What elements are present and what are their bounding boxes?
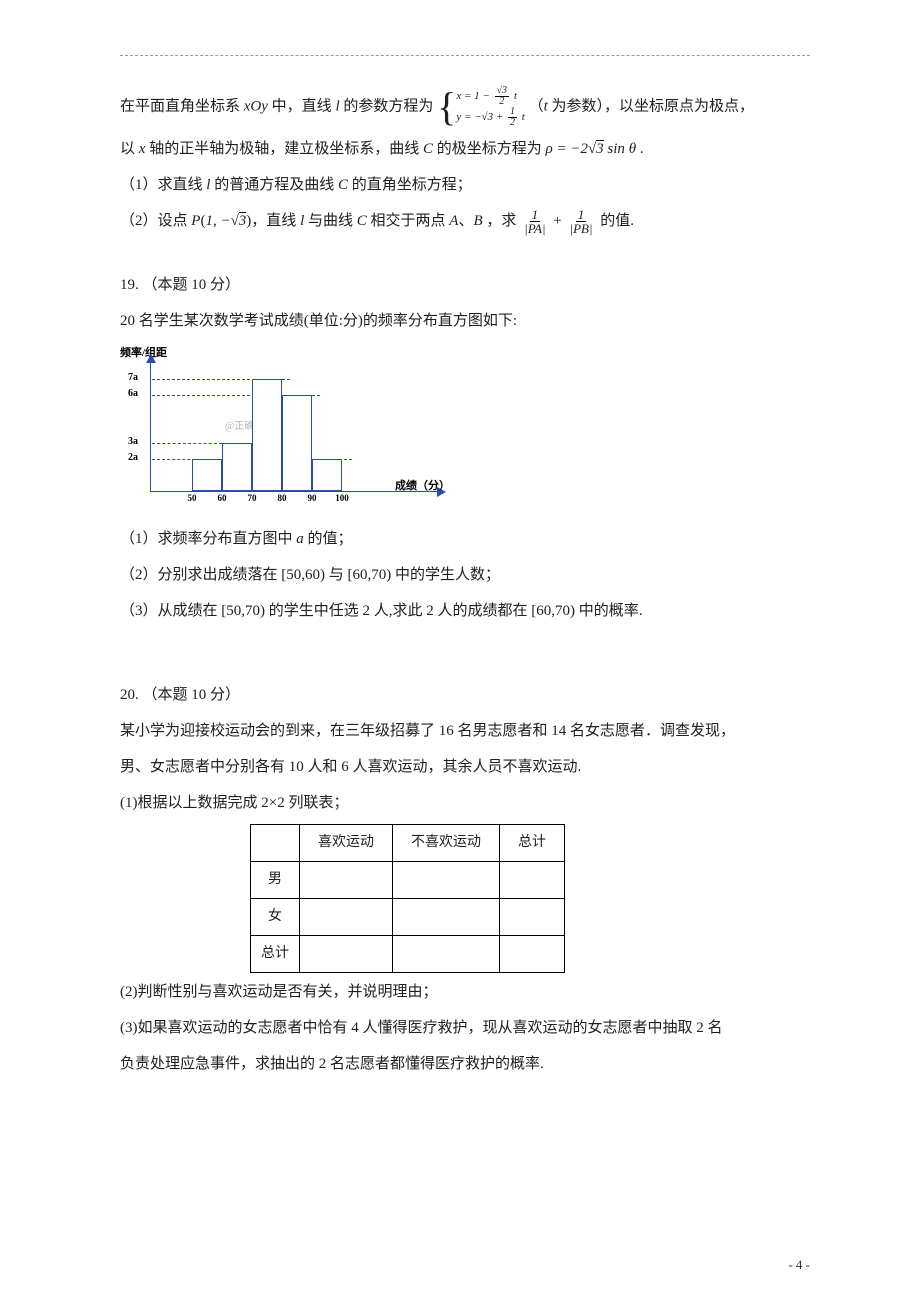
cell <box>393 899 500 936</box>
q18-line1: 在平面直角坐标系 xOy 中，直线 l 的参数方程为 { x = 1 − √32… <box>120 86 810 128</box>
q19-intro: 20 名学生某次数学考试成绩(单位:分)的频率分布直方图如下: <box>120 306 810 336</box>
xtick-90: 90 <box>300 489 324 507</box>
text: 的值. <box>600 213 634 229</box>
q18-sub1: （1）求直线 l 的普通方程及曲线 C 的直角坐标方程； <box>120 170 810 200</box>
q20-header: 20. （本题 10 分） <box>120 680 810 710</box>
q20-sub1: (1)根据以上数据完成 2×2 列联表； <box>120 788 810 818</box>
param-equation: { x = 1 − √32 t y = −√3 + 12 t <box>437 86 525 128</box>
point-P: P(1, −√3) <box>191 212 251 229</box>
table-row: 女 <box>251 899 565 936</box>
cell <box>300 862 393 899</box>
q19-sub1: （1）求频率分布直方图中 a 的值； <box>120 524 810 554</box>
bar-60-70 <box>222 443 252 491</box>
q19-sub2: （2）分别求出成绩落在 [50,60) 与 [60,70) 中的学生人数； <box>120 560 810 590</box>
x-axis-label: 成绩（分） <box>395 475 450 497</box>
contingency-table: 喜欢运动 不喜欢运动 总计 男 女 总计 <box>250 824 565 973</box>
cell <box>300 936 393 973</box>
q18-sub2: （2）设点 P(1, −√3)，直线 l 与曲线 C 相交于两点 A、B ，求 … <box>120 206 810 236</box>
xtick-50: 50 <box>180 489 204 507</box>
case1: x = 1 − √32 t <box>456 86 525 107</box>
C: C <box>357 213 367 229</box>
page-number: - 4 - <box>788 1252 810 1278</box>
text: 与曲线 <box>304 213 357 229</box>
th-dislike: 不喜欢运动 <box>393 825 500 862</box>
text: 的参数方程为 <box>340 98 434 114</box>
xtick-80: 80 <box>270 489 294 507</box>
plus: + <box>553 213 561 229</box>
table-row: 总计 <box>251 936 565 973</box>
q20-line1: 某小学为迎接校运动会的到来，在三年级招募了 16 名男志愿者和 14 名女志愿者… <box>120 716 810 746</box>
q20-line2: 男、女志愿者中分别各有 10 人和 6 人喜欢运动，其余人员不喜欢运动. <box>120 752 810 782</box>
cell <box>300 899 393 936</box>
page: 在平面直角坐标系 xOy 中，直线 l 的参数方程为 { x = 1 − √32… <box>0 0 920 1302</box>
q19-sub3: （3）从成绩在 [50,70) 的学生中任选 2 人,求此 2 人的成绩都在 [… <box>120 596 810 626</box>
text: 中，直线 <box>268 98 336 114</box>
th-blank <box>251 825 300 862</box>
bar-80-90 <box>282 395 312 491</box>
bar-90-100 <box>312 459 342 491</box>
cell <box>500 862 565 899</box>
cell-female-label: 女 <box>251 899 300 936</box>
case2: y = −√3 + 12 t <box>456 107 525 128</box>
table-row: 喜欢运动 不喜欢运动 总计 <box>251 825 565 862</box>
text: ，直线 <box>251 213 300 229</box>
y-axis-label: 频率/组距 <box>120 342 167 364</box>
cell-male-label: 男 <box>251 862 300 899</box>
cell <box>393 936 500 973</box>
text: . <box>636 141 644 157</box>
ytick-6a: 6a <box>128 384 138 404</box>
ydash-3a <box>152 443 222 444</box>
table-row: 男 <box>251 862 565 899</box>
xtick-60: 60 <box>210 489 234 507</box>
bar-50-60 <box>192 459 222 491</box>
xoy: xOy <box>244 98 268 114</box>
text: ，求 <box>483 213 521 229</box>
q18-line2: 以 x 轴的正半轴为极轴，建立极坐标系，曲线 C 的极坐标方程为 ρ = −2√… <box>120 134 810 164</box>
text: 的极坐标方程为 <box>433 141 546 157</box>
text: （ <box>529 98 544 114</box>
text: 为参数），以坐标原点为极点， <box>548 98 754 114</box>
B: B <box>473 213 482 229</box>
xtick-100: 100 <box>330 489 354 507</box>
text: 轴的正半轴为极轴，建立极坐标系，曲线 <box>145 141 423 157</box>
text: 相交于两点 <box>367 213 450 229</box>
th-like: 喜欢运动 <box>300 825 393 862</box>
y-axis <box>150 360 151 492</box>
histogram-figure: 频率/组距 成绩（分） 〰〰 @正确教育 7a 6a 3a 2a 50 60 7… <box>120 342 450 522</box>
top-rule <box>120 55 810 56</box>
text: 以 <box>120 141 139 157</box>
text: 、 <box>458 213 473 229</box>
text: 在平面直角坐标系 <box>120 98 244 114</box>
th-total: 总计 <box>500 825 565 862</box>
cell <box>500 899 565 936</box>
q20-sub3b: 负责处理应急事件，求抽出的 2 名志愿者都懂得医疗救护的概率. <box>120 1049 810 1079</box>
cell-total-label: 总计 <box>251 936 300 973</box>
cell <box>393 862 500 899</box>
polar-eq: ρ = −2√3 sin θ <box>545 140 636 157</box>
C: C <box>423 141 433 157</box>
ytick-2a: 2a <box>128 448 138 468</box>
cell <box>500 936 565 973</box>
q20-sub3a: (3)如果喜欢运动的女志愿者中恰有 4 人懂得医疗救护，现从喜欢运动的女志愿者中… <box>120 1013 810 1043</box>
text: （2）设点 <box>120 213 191 229</box>
q20-sub2: (2)判断性别与喜欢运动是否有关，并说明理由； <box>120 977 810 1007</box>
frac-1-PB: 1|PB| <box>568 208 595 235</box>
y-arrow-icon <box>146 354 156 363</box>
q19-header: 19. （本题 10 分） <box>120 270 810 300</box>
bar-70-80 <box>252 379 282 491</box>
xtick-70: 70 <box>240 489 264 507</box>
frac-1-PA: 1|PA| <box>522 208 547 235</box>
